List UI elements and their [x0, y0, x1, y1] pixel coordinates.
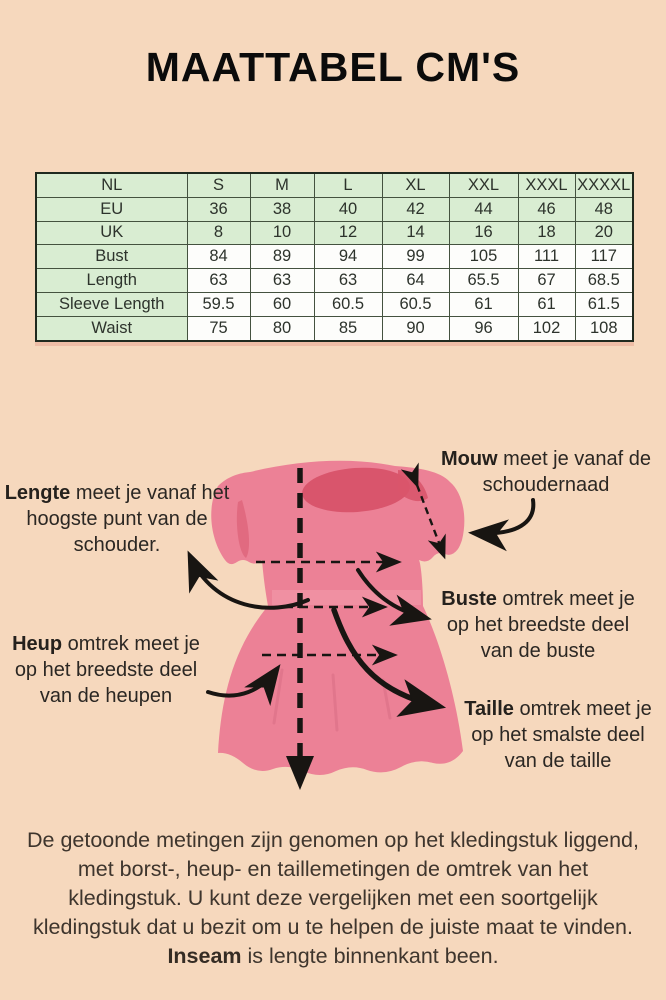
lengte-arrow	[187, 550, 310, 610]
annotation-heup: Heup omtrek meet je op het breedste deel…	[2, 631, 210, 709]
size-cell: 48	[574, 196, 634, 222]
size-cell: 96	[448, 315, 519, 342]
taille-arrow	[331, 607, 447, 717]
annotation-buste-text: omtrek meet je op het breedste deel van …	[446, 588, 635, 662]
size-cell: 42	[381, 196, 450, 222]
length-arrowhead	[286, 756, 314, 790]
size-cell: 14	[381, 220, 450, 246]
table-row: Sleeve Length 59.5 60 60.5 60.5 61 61 61.5	[35, 291, 634, 317]
size-cell: 61	[517, 291, 576, 317]
size-cell: 46	[517, 196, 576, 222]
annotation-lengte-keyword: Lengte	[4, 482, 71, 504]
size-cell: 59.5	[186, 291, 251, 317]
size-cell: M	[249, 172, 315, 198]
row-label: Length	[35, 268, 188, 293]
size-cell: XXXL	[517, 172, 576, 198]
size-cell: 99	[381, 244, 450, 270]
size-cell: 84	[186, 244, 251, 270]
buste-arrow	[356, 568, 432, 626]
size-cell: 64	[381, 268, 450, 293]
table-row: Waist 75 80 85 90 96 102 108	[35, 315, 634, 342]
size-cell: 63	[186, 268, 251, 293]
size-cell: 94	[313, 244, 383, 270]
sleeve-measure-line	[400, 462, 446, 560]
size-cell: 117	[574, 244, 634, 270]
row-label: Sleeve Length	[35, 291, 188, 317]
size-cell: L	[313, 172, 383, 198]
table-row: NL S M L XL XXL XXXL XXXXL	[35, 172, 634, 198]
size-table: NL S M L XL XXL XXXL XXXXL EU 36 38 40 42 44 46 48 UK 8 10…	[35, 172, 634, 342]
size-cell: 80	[249, 315, 315, 342]
annotation-heup-text: omtrek meet je op het breedste deel van …	[14, 633, 200, 707]
row-label: NL	[35, 172, 188, 198]
description-paragraph: De getoonde metingen zijn genomen op het…	[22, 826, 644, 971]
row-label: Waist	[35, 315, 188, 342]
annotation-taille-keyword: Taille	[464, 698, 514, 720]
heup-arrow	[206, 664, 281, 706]
table-row: UK 8 10 12 14 16 18 20	[35, 220, 634, 246]
size-cell: 44	[448, 196, 519, 222]
annotation-mouw-keyword: Mouw	[440, 448, 498, 470]
size-cell: 18	[517, 220, 576, 246]
description-keyword: Inseam	[167, 944, 242, 968]
size-table-body: NL S M L XL XXL XXXL XXXXL EU 36 38 40 42 44 46 48 UK 8 10…	[35, 172, 634, 342]
annotation-buste: Buste omtrek meet je op het breedste dee…	[428, 586, 648, 664]
size-cell: 102	[517, 315, 576, 342]
row-label: EU	[35, 196, 188, 222]
description-part2: is lengte binnenkant been.	[241, 944, 499, 968]
size-cell: 40	[313, 196, 383, 222]
size-cell: 111	[517, 244, 576, 270]
size-cell: 67	[517, 268, 576, 293]
neckline-shape	[302, 467, 410, 513]
size-cell: 61	[448, 291, 519, 317]
table-row: EU 36 38 40 42 44 46 48	[35, 196, 634, 222]
table-row: Length 63 63 63 64 65.5 67 68.5	[35, 268, 634, 293]
annotation-heup-keyword: Heup	[12, 633, 63, 655]
description-part1: De getoonde metingen zijn genomen op het…	[27, 828, 639, 939]
dress-diagram: Mouw meet je vanaf de schoudernaad Lengt…	[0, 440, 666, 810]
size-cell: 60.5	[381, 291, 450, 317]
size-table-wrap: NL S M L XL XXL XXXL XXXXL EU 36 38 40 42 44 46 48 UK 8 10…	[35, 172, 634, 342]
table-row: Bust 84 89 94 99 105 111 117	[35, 244, 634, 270]
size-cell: 61.5	[574, 291, 634, 317]
size-cell: 75	[186, 315, 251, 342]
size-cell: 16	[448, 220, 519, 246]
size-cell: 65.5	[448, 268, 519, 293]
size-cell: S	[186, 172, 251, 198]
size-cell: 60.5	[313, 291, 383, 317]
size-cell: 63	[249, 268, 315, 293]
annotation-buste-keyword: Buste	[441, 588, 497, 610]
row-label: Bust	[35, 244, 188, 270]
annotation-lengte: Lengte meet je vanaf het hoogste punt va…	[0, 480, 234, 558]
size-cell: XXL	[448, 172, 519, 198]
size-cell: 8	[186, 220, 251, 246]
size-cell: XL	[381, 172, 450, 198]
size-cell: 36	[186, 196, 251, 222]
size-cell: 12	[313, 220, 383, 246]
size-cell: 20	[574, 220, 634, 246]
annotation-mouw-text: meet je vanaf de schoudernaad	[482, 448, 652, 496]
page-title: MAATTABEL CM'S	[145, 44, 521, 90]
size-cell: XXXXL	[574, 172, 634, 198]
size-cell: 85	[313, 315, 383, 342]
size-cell: 90	[381, 315, 450, 342]
mouw-arrow	[468, 498, 536, 552]
annotation-mouw: Mouw meet je vanaf de schoudernaad	[438, 446, 654, 498]
left-sleeve-shade	[236, 500, 250, 558]
size-cell: 108	[574, 315, 634, 342]
size-cell: 89	[249, 244, 315, 270]
row-label: UK	[35, 220, 188, 246]
size-cell: 105	[448, 244, 519, 270]
annotation-taille-text: omtrek meet je op het smalste deel van d…	[471, 698, 652, 772]
dress-illustration	[187, 460, 536, 790]
size-cell: 60	[249, 291, 315, 317]
annotation-lengte-text: meet je vanaf het hoogste punt van de sc…	[26, 482, 230, 556]
size-cell: 10	[249, 220, 315, 246]
size-cell: 38	[249, 196, 315, 222]
size-cell: 68.5	[574, 268, 634, 293]
annotation-taille: Taille omtrek meet je op het smalste dee…	[455, 696, 661, 774]
size-cell: 63	[313, 268, 383, 293]
